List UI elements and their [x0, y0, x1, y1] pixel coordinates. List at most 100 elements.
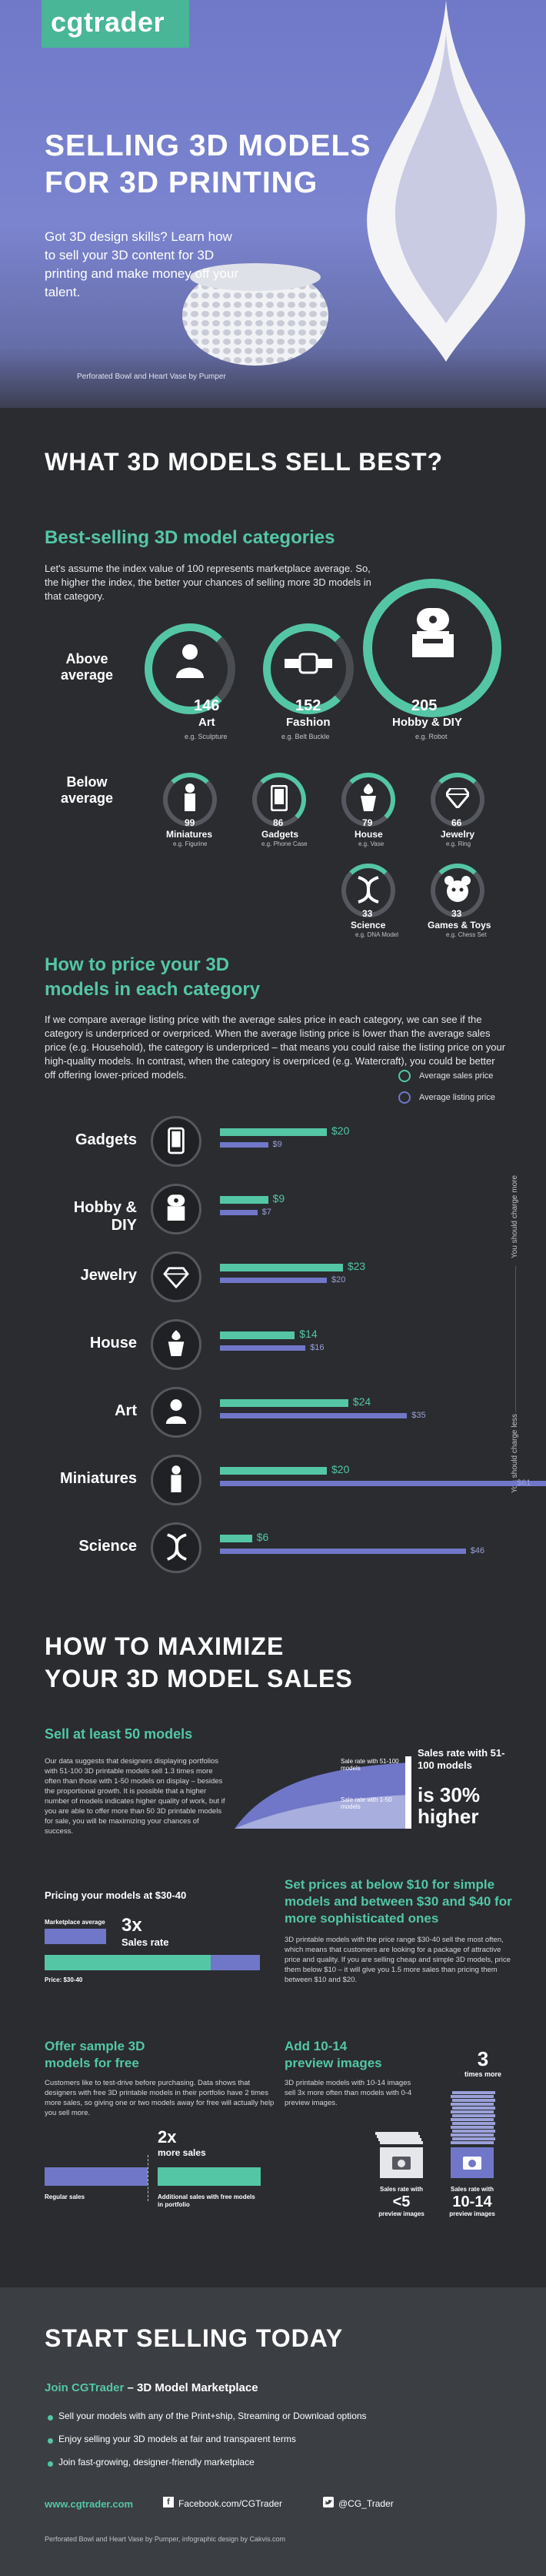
- image-stack-layer: [451, 2110, 494, 2113]
- tip2-price-bar: [45, 1955, 211, 1970]
- image-stack-layer: [451, 2095, 494, 2098]
- camera-icon: [392, 2157, 411, 2170]
- footer-twitter-link[interactable]: @CG_Trader: [338, 2498, 394, 2509]
- footer-facebook-link[interactable]: Facebook.com/CGTrader: [178, 2498, 282, 2509]
- tip4-additional-bar: [158, 2167, 261, 2186]
- image-stack-layer: [451, 2133, 494, 2137]
- listing-price-bar: [220, 1210, 258, 1215]
- tip3-title: Set prices at below $10 for simple model…: [285, 1877, 512, 1926]
- bust-icon: [176, 644, 204, 678]
- sales-price-label: $20: [331, 1124, 350, 1137]
- tip2-multiplier: 3x: [122, 1915, 142, 1936]
- image-stack-layer: [451, 2141, 494, 2144]
- listing-price-label: $46: [470, 1546, 485, 1555]
- bullet-dot: [48, 2438, 53, 2444]
- legend-sale-marker: [398, 1070, 411, 1082]
- camera-icon: [463, 2157, 481, 2170]
- perforated-bowl-image: [182, 263, 328, 366]
- sales-price-label: $20: [331, 1463, 350, 1475]
- listing-price-label: $7: [261, 1208, 271, 1217]
- sales-price-bar: [220, 1196, 268, 1204]
- divider-line: [515, 1266, 516, 1412]
- maximize-title: HOW TO MAXIMIZE YOUR 3D MODEL SALES: [45, 1632, 353, 1692]
- hero-banner: cgtrader SELLING 3D MODELS FOR 3D PRINTIN…: [0, 0, 546, 408]
- heart-vase-image: [367, 0, 525, 362]
- sales-price-label: $24: [352, 1395, 371, 1408]
- tip5-col1-label: Sales rate with: [379, 2186, 424, 2193]
- chart-category-label: Gadgets: [75, 1131, 137, 1148]
- sales-price-label: $23: [347, 1260, 366, 1272]
- image-stack-layer: [452, 2137, 495, 2140]
- tip5-photo-large: [451, 2147, 494, 2178]
- tip5-col2-label: Sales rate with: [450, 2186, 494, 2193]
- sales-price-label: $6: [256, 1531, 269, 1543]
- sales-price-bar: [220, 1535, 252, 1542]
- sales-price-label: $14: [299, 1328, 318, 1340]
- dna-icon: [151, 1522, 201, 1573]
- bullet-dot: [48, 2461, 53, 2467]
- image-stack-layer: [452, 2091, 495, 2094]
- sales-price-label: $9: [272, 1192, 285, 1204]
- robot-icon: [412, 608, 454, 657]
- footer-website-link[interactable]: www.cgtrader.com: [45, 2498, 134, 2510]
- chart-category-label: Miniatures: [59, 1470, 137, 1487]
- listing-price-label: $35: [411, 1411, 426, 1420]
- logo-text: cgtrader: [51, 6, 165, 38]
- tip1-title: Sell at least 50 models: [45, 1726, 193, 1742]
- tip3-text: 3D printable models with the price range…: [285, 1936, 511, 1984]
- tip4-multiplier: 2x: [158, 2127, 177, 2147]
- tip5-title: Add 10-14 preview images: [285, 2039, 382, 2070]
- sales-price-bar: [220, 1264, 343, 1271]
- legend-list-label: Average listing price: [419, 1093, 495, 1102]
- footer-bullet-1: Sell your models with any of the Print+s…: [58, 2411, 367, 2421]
- pricing-text: If we compare average listing price with…: [45, 1014, 506, 1081]
- phone-icon: [271, 785, 288, 811]
- image-stack-layer: [452, 2122, 495, 2125]
- best-text: Let's assume the index value of 100 repr…: [45, 563, 371, 602]
- image-stack-layer: [452, 2107, 495, 2110]
- tip1-label-low: Sale rate with 1-50 models: [341, 1796, 392, 1810]
- image-stack-layer: [452, 2130, 495, 2133]
- phone-icon: [151, 1116, 201, 1167]
- tip5-col2-value: 10-14: [452, 2193, 492, 2210]
- cgtrader-logo[interactable]: cgtrader: [42, 0, 189, 48]
- tip5-col1-value: <5: [392, 2193, 411, 2210]
- belt-buckle-icon: [285, 653, 332, 674]
- diamond-icon: [151, 1251, 201, 1302]
- chart-category-label: Art: [115, 1402, 137, 1419]
- figurine-icon: [151, 1455, 201, 1505]
- chart-category-label: Hobby & DIY: [73, 1199, 137, 1234]
- footer-bullet-2: Enjoy selling your 3D models at fair and…: [58, 2434, 296, 2444]
- listing-price-bar: [220, 1481, 546, 1486]
- below-average-label: Below average: [60, 774, 114, 806]
- listing-price-bar: [220, 1413, 408, 1418]
- charge-more-label: You should charge more: [511, 1174, 519, 1258]
- tip5-multiplier-label: times more: [464, 2070, 502, 2078]
- image-stack-layer: [378, 2138, 421, 2141]
- dna-icon: [358, 876, 379, 904]
- footer-title: START SELLING TODAY: [45, 2324, 344, 2352]
- footer-join: Join CGTrader – 3D Model Marketplace: [45, 2381, 258, 2394]
- tip5-text: 3D printable models with 10-14 images se…: [285, 2079, 412, 2107]
- listing-price-bar: [220, 1142, 268, 1148]
- chart-category-label: House: [89, 1335, 137, 1351]
- image-stack-layer: [380, 2141, 423, 2144]
- listing-price-label: $20: [331, 1275, 346, 1285]
- image-stack-layer: [451, 2118, 494, 2121]
- vase-icon: [151, 1319, 201, 1370]
- image-stack-layer: [375, 2132, 418, 2135]
- listing-price-bar: [220, 1549, 466, 1554]
- toy-icon: [444, 876, 471, 902]
- tip2-bar-track: [45, 1955, 260, 1970]
- footer-bullet-3: Join fast-growing, designer-friendly mar…: [58, 2457, 255, 2467]
- legend-list-marker: [398, 1091, 411, 1104]
- sales-price-bar: [220, 1467, 327, 1475]
- best-subtitle: Best-selling 3D model categories: [45, 527, 335, 548]
- tip4-additional-label: Additional sales with free models in por…: [158, 2193, 255, 2208]
- bust-icon: [151, 1387, 201, 1438]
- bullet-dot: [48, 2415, 53, 2421]
- best-section-title: WHAT 3D MODELS SELL BEST?: [45, 448, 444, 476]
- tip2-market-label: Marketplace average: [45, 1919, 105, 1926]
- image-stack-layer: [452, 2114, 495, 2117]
- robot-icon: [151, 1184, 201, 1235]
